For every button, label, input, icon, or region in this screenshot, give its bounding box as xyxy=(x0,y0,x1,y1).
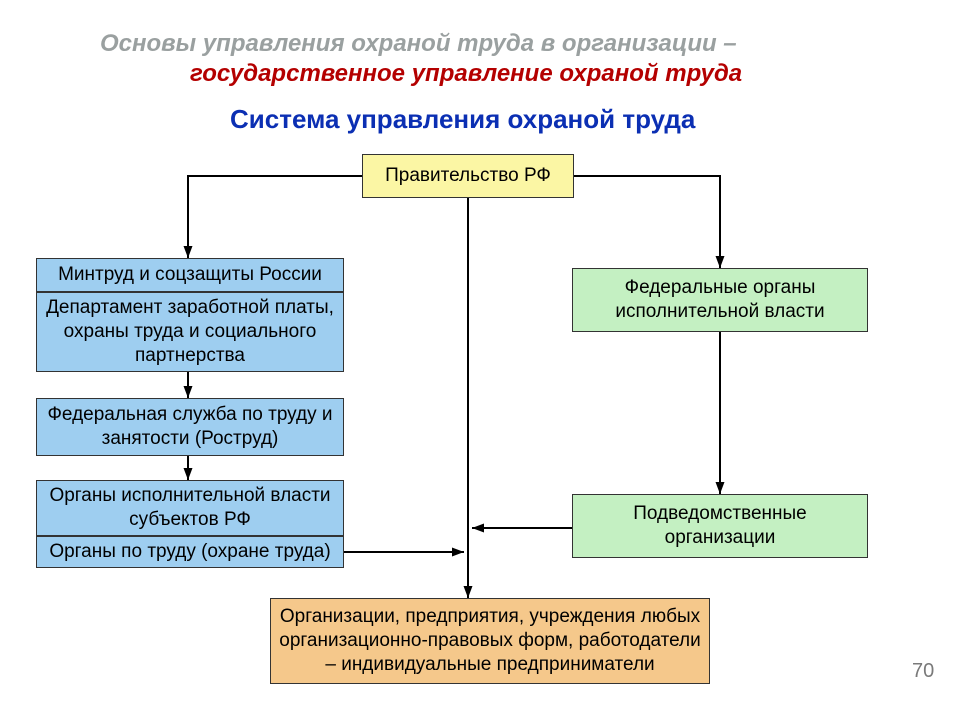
node-labour-bodies: Органы по труду (охране труда) xyxy=(36,536,344,568)
node-federal-exec: Федеральные органы исполнительной власти xyxy=(572,268,868,332)
node-regional-exec: Органы исполнительной власти субъектов Р… xyxy=(36,480,344,536)
page-number: 70 xyxy=(912,660,934,683)
node-organizations: Организации, предприятия, учреждения люб… xyxy=(270,598,710,684)
node-mintrud: Минтруд и соцзащиты России xyxy=(36,258,344,292)
title-line-2: государственное управление охраной труда xyxy=(190,60,742,88)
node-department: Департамент заработной платы, охраны тру… xyxy=(36,292,344,372)
node-government: Правительство РФ xyxy=(362,154,574,198)
title-line-1: Основы управления охраной труда в органи… xyxy=(100,30,737,58)
node-rostrud: Федеральная служба по труду и занятости … xyxy=(36,398,344,456)
node-subordinate: Подведомственные организации xyxy=(572,494,868,558)
title-line-3: Система управления охраной труда xyxy=(230,104,695,135)
